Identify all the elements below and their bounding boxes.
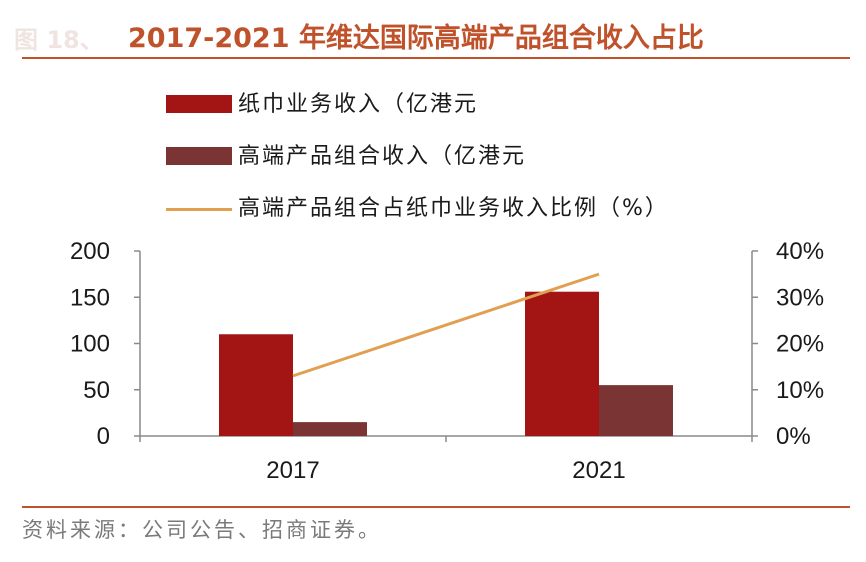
legend-swatch-ratio (166, 208, 232, 211)
left-tick-label: 50 (83, 377, 110, 404)
x-tick-label: 2021 (572, 457, 625, 484)
right-tick-label: 20% (776, 331, 824, 358)
left-tick-label: 150 (70, 284, 110, 311)
title-divider (22, 57, 850, 59)
ratio-line (292, 272, 600, 378)
footer-divider (22, 506, 850, 508)
bar-premium-2021 (599, 385, 673, 436)
bar-premium-2017 (293, 422, 367, 436)
right-tick-label: 40% (776, 238, 824, 265)
legend-label-ratio: 高端产品组合占纸巾业务收入比例（%） (238, 196, 669, 221)
chart-ticks: 0 50 100 150 200 0% 10% 20% 30% 40% 2017 2021 (70, 238, 824, 484)
title-bar: 图 18、 2017-2021 年维达国际高端产品组合收入占比 (0, 0, 866, 62)
right-tick-label: 30% (776, 284, 824, 311)
legend-swatch-premium (166, 147, 232, 165)
right-tick-label: 10% (776, 377, 824, 404)
chart-bars (219, 291, 673, 436)
legend-label-premium: 高端产品组合收入（亿港元 (238, 144, 527, 169)
bar-paper-2021 (525, 291, 599, 436)
left-tick-label: 0 (97, 423, 110, 450)
chart-title: 2017-2021 年维达国际高端产品组合收入占比 (128, 23, 704, 54)
legend-label-paper: 纸巾业务收入（亿港元 (238, 92, 479, 117)
legend-swatch-paper (166, 95, 232, 113)
left-tick-label: 200 (70, 238, 110, 265)
right-tick-label: 0% (776, 423, 811, 450)
bar-paper-2017 (219, 334, 293, 436)
chart-lines (292, 272, 600, 378)
source-note: 资料来源：公司公告、招商证券。 (22, 518, 382, 542)
left-tick-label: 100 (70, 331, 110, 358)
figure-number: 图 18、 (14, 26, 104, 54)
x-tick-label: 2017 (266, 457, 319, 484)
